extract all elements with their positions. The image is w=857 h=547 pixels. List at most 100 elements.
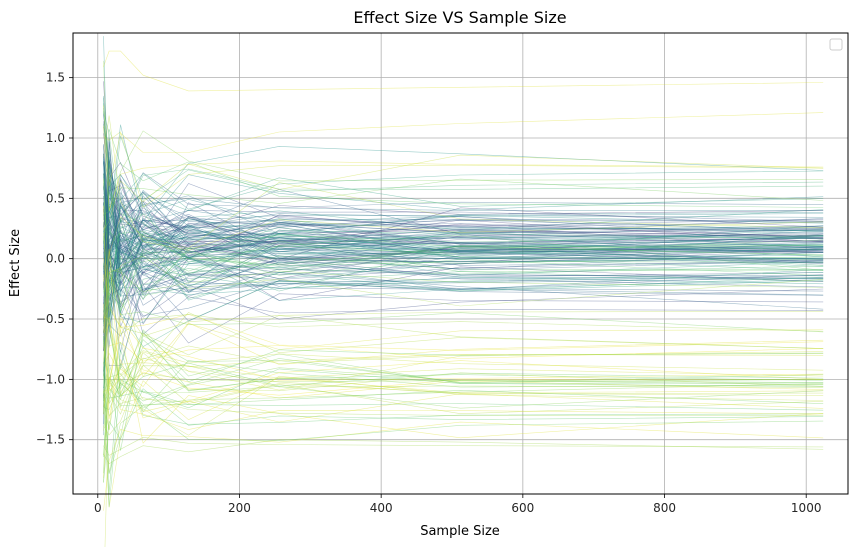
series-line-38 [103, 177, 824, 259]
series-line-153 [103, 268, 824, 366]
series-line-195 [103, 365, 824, 483]
series-line-168 [103, 375, 824, 436]
series-line-97 [103, 229, 824, 325]
y-tick-label: −1.0 [36, 372, 65, 386]
series-line-149 [103, 182, 824, 282]
series-line-17 [103, 189, 824, 247]
series-line-6 [103, 223, 824, 318]
series-line-84 [103, 176, 824, 272]
series-line-91 [103, 247, 824, 396]
series-line-145 [103, 154, 824, 230]
grid-layer [73, 33, 848, 494]
series-line-36 [103, 192, 824, 296]
series-line-50 [103, 218, 824, 333]
series-line-44 [103, 173, 824, 245]
series-line-192 [103, 377, 824, 430]
series-line-86 [103, 248, 824, 306]
series-line-173 [103, 232, 824, 409]
series-line-190 [103, 364, 824, 436]
series-line-197 [103, 336, 824, 442]
series-line-41 [103, 207, 824, 259]
series-line-191 [103, 421, 824, 511]
x-tick-label: 600 [511, 501, 534, 515]
series-line-75 [103, 176, 824, 302]
series-line-77 [103, 243, 824, 377]
series-line-175 [103, 346, 824, 396]
series-line-47 [103, 230, 824, 326]
series-line-130 [103, 284, 824, 352]
series-line-187 [103, 382, 824, 410]
series-line-104 [103, 191, 824, 376]
y-tick-label: 1.5 [46, 71, 65, 85]
series-line-147 [103, 178, 824, 215]
series-line-10 [103, 188, 824, 272]
series-line-131 [103, 234, 824, 335]
series-line-24 [103, 185, 824, 254]
series-line-46 [103, 203, 824, 305]
series-line-125 [103, 218, 824, 300]
series-line-55 [103, 145, 824, 262]
series-line-193 [103, 205, 824, 444]
series-line-72 [103, 214, 824, 255]
series-line-30 [103, 81, 824, 232]
series-line-29 [103, 173, 824, 268]
series-line-161 [103, 307, 824, 356]
series-line-185 [103, 350, 824, 376]
series-line-138 [103, 237, 824, 301]
series-line-114 [103, 191, 824, 324]
series-line-174 [103, 316, 824, 394]
series-line-196 [103, 388, 824, 483]
series-line-179 [103, 367, 824, 414]
series-line-3 [103, 159, 824, 319]
series-line-133 [103, 250, 824, 333]
series-line-21 [103, 225, 824, 263]
series-lines [103, 36, 824, 547]
series-line-128 [103, 230, 824, 301]
series-line-123 [103, 245, 824, 407]
series-line-45 [103, 202, 824, 319]
series-line-139 [103, 267, 824, 373]
series-line-49 [103, 177, 824, 301]
series-line-200 [103, 363, 824, 431]
series-line-79 [103, 263, 824, 327]
series-line-120 [103, 182, 824, 276]
series-line-162 [103, 274, 824, 389]
series-line-119 [103, 235, 824, 289]
series-line-110 [103, 222, 824, 306]
series-line-137 [103, 139, 824, 425]
series-line-121 [103, 241, 824, 318]
series-line-15 [103, 153, 824, 252]
y-tick-label: 0.0 [46, 252, 65, 266]
series-line-188 [103, 335, 824, 494]
series-line-34 [103, 210, 824, 293]
series-line-159 [103, 271, 824, 411]
series-line-156 [103, 340, 824, 415]
series-line-22 [103, 158, 824, 290]
x-tick-label: 1000 [791, 501, 822, 515]
series-line-23 [103, 179, 824, 290]
series-line-95 [103, 162, 824, 311]
series-line-184 [103, 322, 824, 379]
series-line-186 [103, 292, 824, 396]
chart-title: Effect Size VS Sample Size [353, 8, 566, 27]
series-line-42 [103, 205, 824, 286]
series-line-76 [103, 180, 824, 436]
series-10 [103, 186, 824, 260]
series-line-94 [103, 226, 824, 313]
series-line-39 [103, 220, 824, 334]
series-8 [103, 367, 824, 405]
x-tick-label: 800 [653, 501, 676, 515]
series-line-28 [103, 157, 824, 265]
axis-ticks: 0 200 400 600 800 1000 −1.5 −1.0 −0.5 0.0 0.5 1.0 1.… [36, 71, 822, 515]
series-line-59 [103, 209, 824, 273]
series-line-68 [103, 173, 824, 294]
series-line-96 [103, 213, 824, 291]
series-line-101 [103, 235, 824, 342]
series-line-151 [103, 60, 824, 212]
series-line-140 [103, 276, 824, 397]
series-line-32 [103, 164, 824, 323]
series-6 [103, 156, 824, 247]
series-line-92 [103, 225, 824, 275]
